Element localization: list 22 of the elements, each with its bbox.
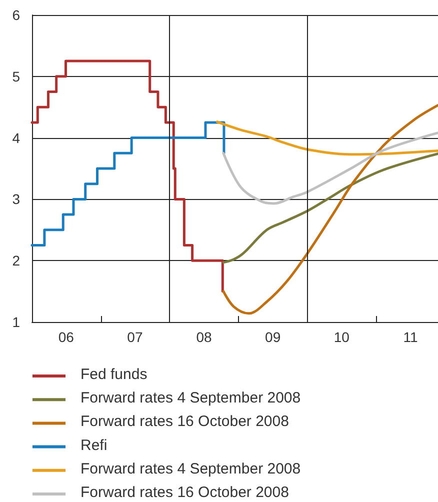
line-series <box>222 132 438 205</box>
y-tick-label: 1 <box>12 314 20 330</box>
legend-label: Forward rates 16 October 2008 <box>80 413 289 430</box>
x-tick-label: 10 <box>334 329 350 345</box>
x-tick-label: 08 <box>196 329 212 345</box>
y-tick-label: 5 <box>12 68 20 84</box>
line-series <box>222 152 438 264</box>
x-tick-label: 07 <box>127 329 143 345</box>
y-tick-label: 3 <box>12 191 20 208</box>
x-tick-label: 11 <box>403 329 418 345</box>
y-tick-label: 2 <box>12 252 20 269</box>
y-tick-label: 4 <box>12 130 20 146</box>
line-series <box>222 104 438 315</box>
legend-label: Fed funds <box>80 366 148 383</box>
y-tick-label: 6 <box>12 7 20 23</box>
x-tick-label: 06 <box>58 329 74 345</box>
legend-label: Forward rates 4 September 2008 <box>80 390 301 407</box>
x-tick-label: 09 <box>265 329 281 345</box>
legend-label: Refi <box>80 436 108 454</box>
legend-label: Forward rates 16 October 2008 <box>80 484 289 501</box>
legend-label: Forward rates 4 September 2008 <box>80 460 301 478</box>
line-series <box>216 120 438 156</box>
